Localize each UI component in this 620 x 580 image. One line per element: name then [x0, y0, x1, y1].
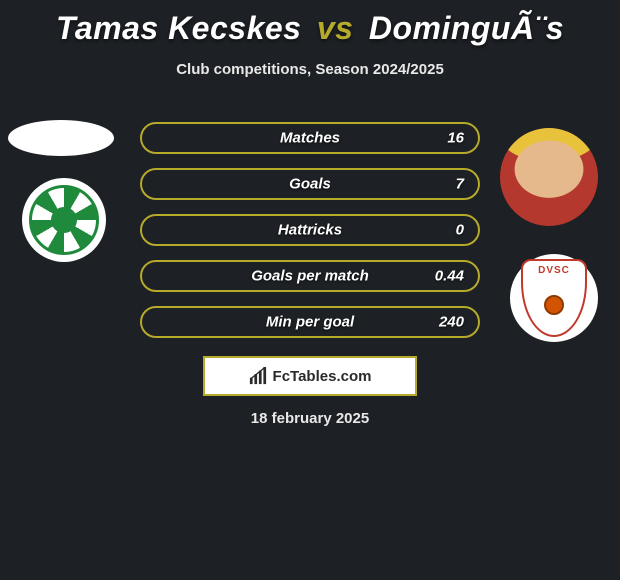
player1-club-badge: 2006 1952: [22, 178, 106, 262]
stat-value-right: 240: [439, 314, 464, 331]
club-crest-left: 2006 1952: [29, 185, 99, 255]
club-crest-right-text: DVSC: [538, 265, 570, 276]
player2-face: [500, 128, 598, 226]
stat-value-right: 7: [456, 176, 464, 193]
club-crest-left-years: 2006 1952: [55, 210, 73, 230]
club-crest-right: DVSC: [521, 259, 587, 337]
player2-avatar: [500, 128, 598, 226]
stat-row: Goals per match 0.44: [140, 260, 480, 292]
stat-label: Min per goal: [266, 314, 354, 331]
stat-label: Goals per match: [251, 268, 369, 285]
club-year-top: 2006: [55, 210, 73, 219]
stat-label: Goals: [289, 176, 331, 193]
stat-row: Goals 7: [140, 168, 480, 200]
stats-container: Matches 16 Goals 7 Hattricks 0 Goals per match…: [140, 122, 480, 352]
stat-value-right: 0.44: [435, 268, 464, 285]
club-year-bottom: 1952: [55, 220, 73, 229]
subtitle: Club competitions, Season 2024/2025: [0, 61, 620, 78]
player2-club-badge: DVSC: [510, 254, 598, 342]
brand-text: FcTables.com: [273, 368, 372, 385]
player1-avatar: [8, 120, 114, 156]
brand-logo-icon: [249, 367, 267, 385]
brand-box[interactable]: FcTables.com: [203, 356, 417, 396]
stat-row: Hattricks 0: [140, 214, 480, 246]
stat-label: Hattricks: [278, 222, 342, 239]
vs-label: vs: [317, 10, 354, 46]
club-crest-right-ball-icon: [544, 295, 564, 315]
player1-name: Tamas Kecskes: [56, 10, 301, 46]
player2-name: DominguÃ¨s: [369, 10, 564, 46]
stat-row: Min per goal 240: [140, 306, 480, 338]
stat-label: Matches: [280, 130, 340, 147]
footer-date: 18 february 2025: [251, 410, 369, 427]
stat-row: Matches 16: [140, 122, 480, 154]
page-title: Tamas Kecskes vs DominguÃ¨s: [0, 0, 620, 47]
stat-value-right: 0: [456, 222, 464, 239]
stat-value-right: 16: [447, 130, 464, 147]
